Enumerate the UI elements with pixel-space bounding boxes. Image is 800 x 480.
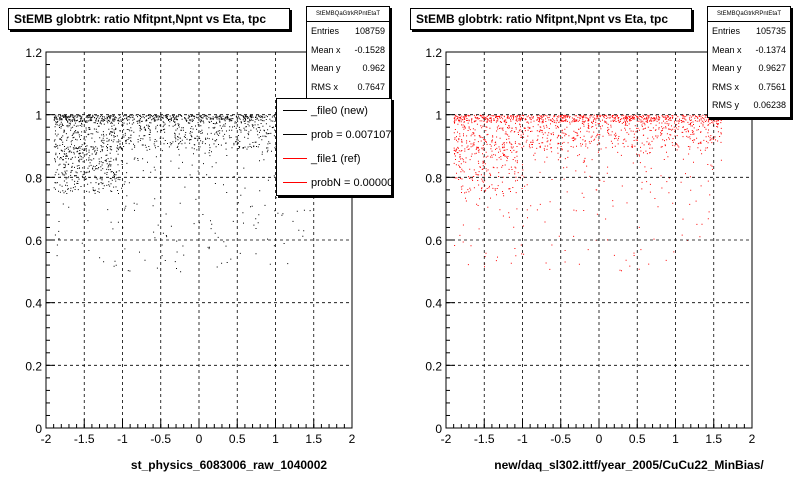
y-tick-label: 0.8 <box>425 171 442 185</box>
y-tick-label: 1 <box>435 109 442 123</box>
legend-swatch <box>283 182 307 183</box>
stats-row-entries: Entries 105735 <box>712 26 786 36</box>
legend-item: prob = 0.007107 <box>277 123 391 147</box>
y-tick-label: 0.6 <box>425 234 442 248</box>
x-tick-label: -1 <box>117 432 128 446</box>
stats-row-mean-x: Mean x -0.1528 <box>311 44 385 55</box>
plot-right: -2 -1.5 -1 -0.5 0 0.5 1 1.5 2 0 0.2 0.4 0.6 0.8 1 1.2 ne… <box>425 46 764 472</box>
data-points <box>453 114 722 272</box>
legend-item: _file1 (ref) <box>277 147 391 171</box>
data-band <box>453 121 722 147</box>
x-tick-label: 1.5 <box>305 432 322 446</box>
chart-title-text: StEMB globtrk: ratio Nfitpnt,Npnt vs Eta… <box>416 12 668 26</box>
data-band <box>453 114 722 122</box>
y-tick-label: 0.2 <box>425 359 442 373</box>
x-tick-label: 2 <box>749 432 756 446</box>
plot-left: -2 -1.5 -1 -0.5 0 0.5 1 1.5 2 0 0.2 0.4 0.6 0.8 1 1.2 st… <box>25 46 355 472</box>
chart-title: StEMB globtrk: ratio Nfitpnt,Npnt vs Eta… <box>8 8 290 30</box>
y-tick-label: 1.2 <box>425 46 442 60</box>
stats-header: StEMBQaGtrkRPntEtaT <box>307 7 389 22</box>
x-tick-label: -0.5 <box>550 432 571 446</box>
stats-row-rms-x: RMS x 0.7647 <box>311 81 385 92</box>
x-tick-label: 2 <box>349 432 356 446</box>
stats-row-rms-x: RMS x 0.7561 <box>712 81 786 92</box>
x-tick-label: 0.5 <box>629 432 646 446</box>
stats-row-rms-y: RMS y 0.06238 <box>712 100 786 110</box>
chart-title-text: StEMB globtrk: ratio Nfitpnt,Npnt vs Eta… <box>14 12 266 26</box>
y-tick-label: 0.4 <box>25 297 42 311</box>
chart-title: StEMB globtrk: ratio Nfitpnt,Npnt vs Eta… <box>410 8 692 30</box>
x-tick-label: -1.5 <box>474 432 495 446</box>
stats-box: StEMBQaGtrkRPntEtaT Entries 108759 Mean x… <box>306 6 390 100</box>
x-tick-label: -1.5 <box>74 432 95 446</box>
x-tick-label: -2 <box>441 432 452 446</box>
x-tick-label: 0 <box>196 432 203 446</box>
x-tick-label: 0.5 <box>229 432 246 446</box>
legend-swatch <box>283 158 307 159</box>
y-tick-label: 0 <box>435 422 442 436</box>
x-tick-label: -2 <box>41 432 52 446</box>
legend-item: probN = 0.000000 <box>277 171 391 195</box>
stats-row-mean-y: Mean y 0.9627 <box>712 63 786 73</box>
legend-item: _file0 (new) <box>277 99 391 123</box>
legend-swatch <box>283 134 307 135</box>
x-tick-label: 1 <box>272 432 279 446</box>
y-tick-label: 0 <box>35 422 42 436</box>
y-tick-label: 0.6 <box>25 234 42 248</box>
stats-row-mean-y: Mean y 0.962 <box>311 63 385 73</box>
x-axis-label: new/daq_sl302.ittf/year_2005/CuCu22_MinB… <box>494 458 764 472</box>
data-band <box>453 146 524 194</box>
x-tick-label: 1 <box>672 432 679 446</box>
stats-row-mean-x: Mean x -0.1374 <box>712 44 786 55</box>
stats-box: StEMBQaGtrkRPntEtaT Entries 105735 Mean x… <box>707 6 791 118</box>
y-tick-label: 0.4 <box>425 297 442 311</box>
x-tick-label: 0 <box>596 432 603 446</box>
y-tick-label: 0.2 <box>25 359 42 373</box>
stats-header: StEMBQaGtrkRPntEtaT <box>708 7 790 22</box>
x-tick-label: -1 <box>517 432 528 446</box>
y-tick-label: 1.2 <box>25 46 42 60</box>
legend-swatch <box>283 110 307 111</box>
data-band <box>454 146 722 272</box>
x-tick-label: 1.5 <box>705 432 722 446</box>
data-band <box>53 120 313 147</box>
x-tick-label: -0.5 <box>150 432 171 446</box>
y-tick-label: 1 <box>35 109 42 123</box>
stats-row-entries: Entries 108759 <box>311 26 385 36</box>
legend: _file0 (new) prob = 0.007107 _file1 (ref… <box>276 98 392 196</box>
data-band <box>53 146 123 194</box>
x-axis-label: st_physics_6083006_raw_1040002 <box>131 458 327 472</box>
y-tick-label: 0.8 <box>25 171 42 185</box>
